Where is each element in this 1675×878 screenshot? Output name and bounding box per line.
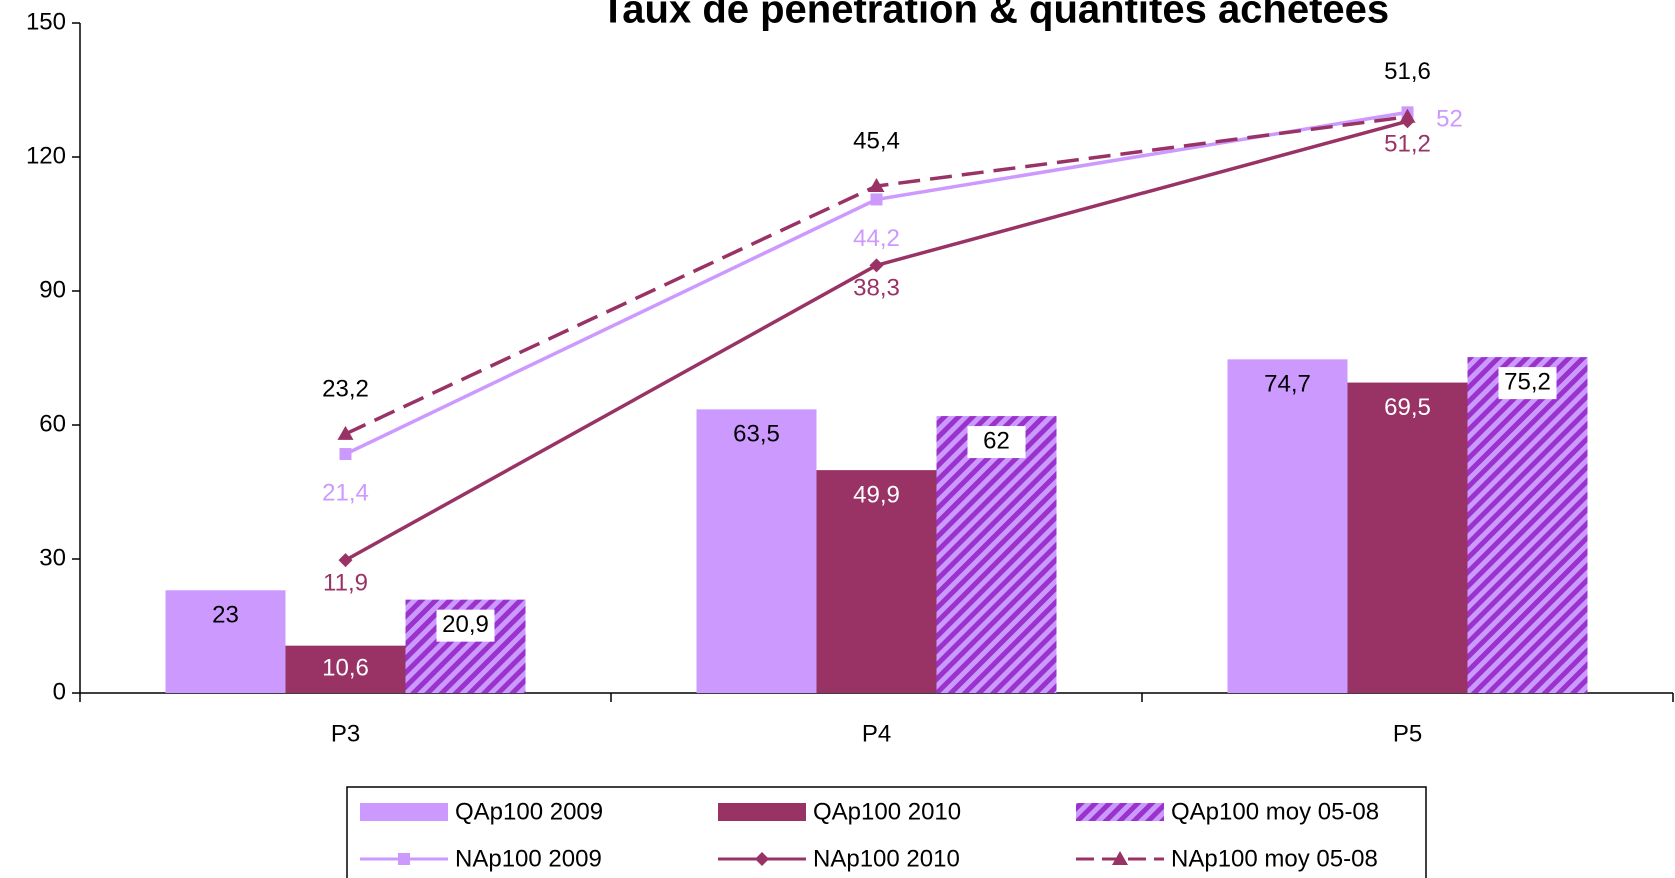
y-tick-label: 120 <box>26 142 66 169</box>
legend-swatch <box>1076 803 1164 821</box>
point-label: 23,2 <box>322 375 369 402</box>
bar-label: 20,9 <box>442 611 489 638</box>
legend-label: QAp100 2009 <box>455 798 603 825</box>
point <box>1399 108 1416 123</box>
legend-swatch <box>718 803 806 821</box>
point-label: 51,2 <box>1384 131 1431 158</box>
bar <box>1227 359 1348 693</box>
bar-label: 75,2 <box>1504 368 1551 395</box>
point-label: 21,4 <box>322 479 369 506</box>
legend-marker <box>755 852 769 866</box>
bar <box>696 409 817 693</box>
label-box <box>1498 367 1557 400</box>
y-tick-label: 90 <box>39 276 66 303</box>
bar-label: 23 <box>212 602 239 629</box>
bar <box>816 470 937 693</box>
y-tick-label: 60 <box>39 410 66 437</box>
point-label: 51,6 <box>1384 58 1431 85</box>
point <box>869 258 884 273</box>
point-label: 45,4 <box>853 127 900 154</box>
y-tick-label: 150 <box>26 8 66 35</box>
bar <box>1347 382 1468 693</box>
y-tick-label: 0 <box>53 678 66 705</box>
bar-label: 63,5 <box>733 421 780 448</box>
label-box <box>967 426 1026 459</box>
legend-marker <box>398 853 410 865</box>
bar-label: 62 <box>983 427 1010 454</box>
bar-label: 69,5 <box>1384 394 1431 421</box>
legend: QAp100 2009 QAp100 2010 QAp100 moy 05-08 NA… <box>346 786 1427 878</box>
x-tick-label: P3 <box>331 720 360 747</box>
point <box>339 448 352 461</box>
point <box>337 425 354 440</box>
bar <box>1467 357 1588 693</box>
bar-label: 74,7 <box>1264 371 1311 398</box>
point-label: 11,9 <box>323 569 368 596</box>
legend-marker <box>1112 851 1128 865</box>
legend-label: QAp100 2010 <box>813 798 961 825</box>
point-label: 52 <box>1436 106 1463 133</box>
legend-label: QAp100 moy 05-08 <box>1171 798 1379 825</box>
point <box>338 553 353 568</box>
point-label: 38,3 <box>853 275 900 302</box>
bar-label: 49,9 <box>853 481 900 508</box>
bar-label: 10,6 <box>322 655 369 682</box>
point <box>868 178 885 193</box>
legend-label: NAp100 2009 <box>455 845 602 872</box>
x-tick-label: P4 <box>862 720 891 747</box>
label-box <box>436 609 495 642</box>
legend-swatch <box>360 803 448 821</box>
legend-box <box>346 786 1427 878</box>
x-tick-label: P5 <box>1393 720 1422 747</box>
bar <box>285 645 406 693</box>
legend-label: NAp100 2010 <box>813 845 960 872</box>
legend-label: NAp100 moy 05-08 <box>1171 845 1378 872</box>
bar <box>165 590 286 693</box>
chart-title: Taux de pénétration & quantités achetées <box>601 0 1389 32</box>
point-label: 44,2 <box>853 225 900 252</box>
point <box>870 193 883 206</box>
bar <box>936 416 1057 693</box>
y-tick-label: 30 <box>39 544 66 571</box>
